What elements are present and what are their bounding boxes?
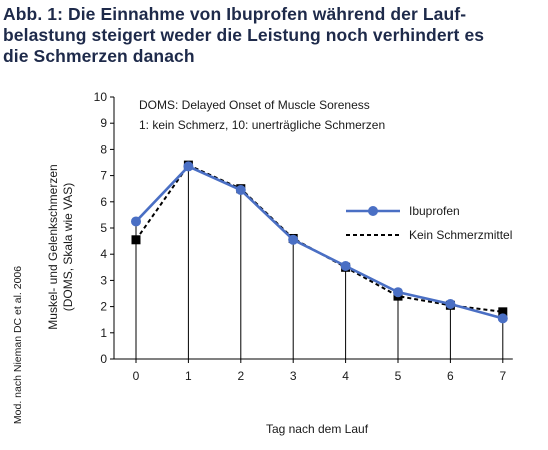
point-ibuprofen [393,287,403,298]
x-tick-label: 4 [342,369,349,383]
y-tick-label: 10 [94,90,108,104]
x-tick-label: 1 [185,369,192,383]
y-tick-label: 4 [100,247,107,261]
y-tick-label: 7 [100,169,107,183]
x-tick-label: 7 [499,369,506,383]
y-tick-label: 6 [100,195,107,209]
chart-panel: Mod. nach Nieman DC et al. 2006 Muskel- … [4,67,544,445]
legend-ibuprofen-label: Ibuprofen [409,204,460,218]
x-tick-label: 0 [133,369,140,383]
figure-title-line-1: Abb. 1: Die Einnahme von Ibuprofen währe… [3,4,467,24]
point-kein-schmerzmittel [498,307,508,317]
drop-lines [135,165,504,359]
series-line-ibuprofen [135,164,504,320]
point-ibuprofen [235,185,246,196]
line-chart: Mod. nach Nieman DC et al. 2006 Muskel- … [12,90,513,436]
y-tick-label: 8 [100,142,107,156]
point-ibuprofen [497,313,508,324]
figure-title: Abb. 1: Die Einnahme von Ibuprofen währe… [3,4,533,67]
x-tick-label: 2 [237,369,244,383]
annotation-line-2: 1: kein Schmerz, 10: unerträgliche Schme… [139,118,385,132]
y-tick-label: 1 [100,326,107,340]
figure-title-line-2: belastung steigert weder die Leistung no… [3,25,485,45]
y-tick-label: 9 [100,116,107,130]
series-layer [131,160,508,324]
point-kein-schmerzmittel [131,235,141,245]
y-tick-label: 2 [100,300,107,314]
legend-placebo-label: Kein Schmerzmittel [409,228,512,242]
x-tick-label: 5 [395,369,402,383]
y-axis-label-line-1: Muskel- und Gelenkschmerzen [46,164,60,329]
y-tick-label: 0 [100,352,107,366]
point-ibuprofen [183,161,194,172]
x-tick-label: 6 [447,369,454,383]
y-tick-label: 3 [100,273,107,287]
y-axis-label-line-2: (DOMS, Skala wie VAS) [61,183,75,311]
source-note: Mod. nach Nieman DC et al. 2006 [12,266,24,424]
point-ibuprofen [288,234,299,245]
x-axis-label: Tag nach dem Lauf [266,422,369,436]
figure-title-line-3: die Schmerzen danach [3,46,195,66]
y-tick-label: 5 [100,221,107,235]
x-tick-label: 3 [290,369,297,383]
point-ibuprofen [340,260,351,271]
axes: 0 1 2 3 4 5 6 7 8 9 10 0 1 2 3 4 5 6 7 [94,90,513,383]
point-ibuprofen [445,298,456,309]
point-ibuprofen [131,216,141,227]
annotation-line-1: DOMS: Delayed Onset of Muscle Soreness [139,98,370,112]
legend: Ibuprofen Kein Schmerzmittel [346,204,512,242]
legend-ibuprofen-marker [368,206,378,216]
